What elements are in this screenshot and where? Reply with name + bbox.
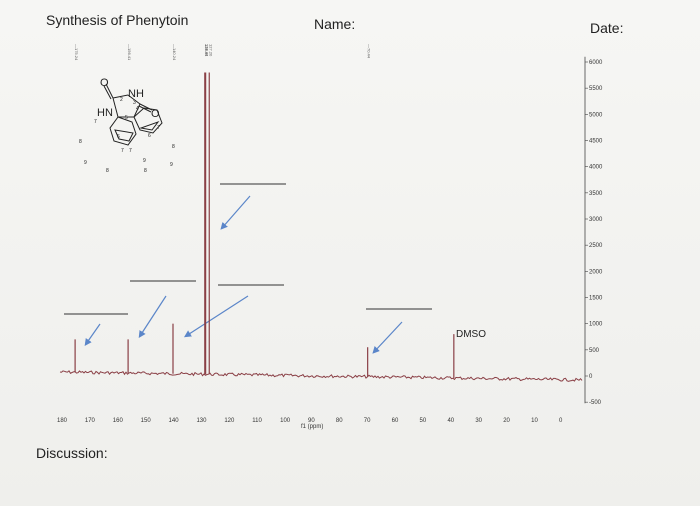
- x-tick-label: 20: [503, 418, 510, 424]
- x-tick-label: 130: [196, 418, 207, 424]
- x-tick-label: 180: [57, 418, 68, 424]
- y-tick-label: 2500: [589, 243, 603, 249]
- y-tick-label: 1500: [589, 296, 603, 302]
- arrow-icon: [220, 195, 251, 230]
- date-label: Date:: [590, 20, 624, 36]
- x-tick-label: 90: [308, 418, 315, 424]
- y-tick-label: 4500: [589, 139, 603, 145]
- x-tick-label: 150: [141, 418, 152, 424]
- atom-number: 7: [94, 119, 97, 125]
- atom-number: 7: [121, 148, 124, 154]
- atom-number: 9: [84, 160, 87, 166]
- atom-number: 6: [148, 133, 151, 139]
- x-tick-label: 140: [169, 418, 180, 424]
- page-title: Synthesis of Phenytoin: [46, 12, 189, 28]
- x-tick-label: 80: [336, 418, 343, 424]
- arrow-icon: [138, 295, 167, 339]
- peak-label: —156.41: [127, 44, 132, 61]
- y-tick-label: 500: [589, 348, 600, 354]
- x-tick-label: 50: [420, 418, 427, 424]
- solvent-label: DMSO: [456, 329, 486, 340]
- x-tick-label: 40: [447, 418, 454, 424]
- arrow-icon: [183, 295, 249, 338]
- peaks: [74, 72, 455, 379]
- peak-label: 128.46: [205, 44, 210, 57]
- name-label: Name:: [314, 16, 356, 32]
- x-tick-label: 10: [531, 418, 538, 424]
- structure-labels: O NH HN O 2 3 4 5 7 7 6 6 8 8 9 9 7 7 8 …: [79, 77, 175, 174]
- atom-number: 5: [125, 115, 128, 121]
- atom-label: O: [100, 77, 109, 89]
- y-tick-label: 4000: [589, 165, 603, 171]
- x-tick-label: 120: [224, 418, 235, 424]
- atom-number: 9: [143, 158, 146, 164]
- atom-label: O: [151, 108, 160, 120]
- baseline-trace: [59, 370, 583, 382]
- x-tick-label: 110: [252, 418, 262, 424]
- atom-number: 2: [120, 97, 123, 103]
- atom-number: 6: [117, 134, 120, 140]
- peak-label: 127.20: [208, 44, 213, 57]
- atom-label: NH: [128, 88, 144, 100]
- atom-number: 8: [106, 168, 109, 174]
- atom-number: 9: [170, 162, 173, 168]
- x-axis-label: f1 (ppm): [301, 424, 323, 430]
- x-tick-label: 160: [113, 418, 124, 424]
- atom-number: 3: [133, 100, 136, 106]
- discussion-label: Discussion:: [36, 445, 108, 461]
- y-tick-label: 6000: [589, 60, 603, 66]
- x-tick-label: 0: [559, 418, 563, 424]
- atom-number: 8: [144, 168, 147, 174]
- x-tick-label: 30: [475, 418, 482, 424]
- baseline-line: [59, 370, 583, 382]
- peak-label: —140.24: [172, 44, 177, 61]
- atom-number: 8: [79, 139, 82, 145]
- x-tick-label: 170: [85, 418, 96, 424]
- atom-label: HN: [97, 107, 113, 119]
- x-tick-label: 100: [280, 418, 291, 424]
- x-tick-label: 70: [364, 418, 371, 424]
- arrow-icon: [372, 321, 403, 354]
- y-tick-label: 3500: [589, 191, 603, 197]
- atom-number: 7: [129, 148, 132, 154]
- y-tick-label: 5500: [589, 86, 603, 92]
- arrow-icon: [84, 323, 101, 346]
- atom-number: 7: [157, 125, 160, 131]
- y-tick-label: 5000: [589, 112, 603, 118]
- y-tick-label: -500: [589, 400, 602, 406]
- y-tick-label: 3000: [589, 217, 603, 223]
- answer-blanks: [64, 183, 432, 315]
- y-tick-label: 2000: [589, 269, 603, 275]
- y-tick-label: 0: [589, 374, 593, 380]
- y-axis: 6000550050004500400035003000250020001500…: [584, 56, 603, 406]
- x-tick-label: 60: [392, 418, 399, 424]
- peak-label: 128.84: [204, 44, 209, 57]
- peak-label: —70.44: [367, 44, 372, 59]
- x-axis: 180 170 160 150 140 130 120 110 100 90 80 70 60 50 40 3…: [57, 418, 563, 424]
- pointer-arrows: [84, 195, 403, 354]
- peak-label: —175.24: [74, 44, 79, 61]
- atom-number: 8: [172, 144, 175, 150]
- phenytoin-structure: [103, 83, 163, 146]
- y-tick-label: 1000: [589, 322, 603, 328]
- atom-number: 4: [136, 106, 139, 112]
